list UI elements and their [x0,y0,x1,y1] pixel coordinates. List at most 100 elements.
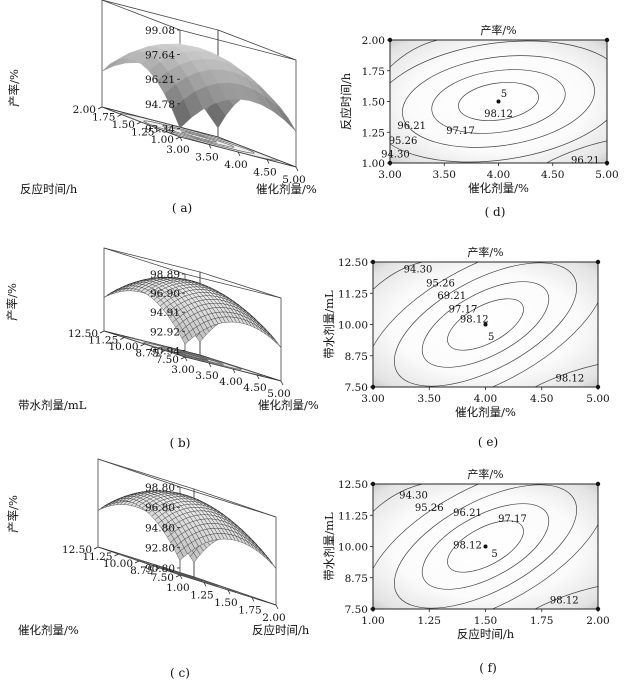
corner-design-point [595,259,601,265]
surface-mesh [101,43,297,132]
x-axis-label: 催化剂量/% [258,398,319,412]
x-tick-label: 1.75 [238,605,261,617]
panel-caption: ( f) [479,661,497,675]
y-tick-label: 8.75 [345,351,368,363]
x-tick-label: 3.00 [361,393,384,405]
y-tick-label: 8.75 [135,348,158,360]
x-tick-label: 5.00 [586,393,609,405]
y-tick-mark [136,121,142,125]
contour-label: 5 [488,332,494,343]
z-tick-label: 94.80 [145,522,175,534]
x-tick-label: 4.50 [253,167,276,179]
surface-chart-a: 99.0897.6496.2194.7893.343.003.504.004.5… [7,0,317,215]
x-tick-label: 4.00 [487,169,510,181]
z-tick-label: 99.08 [145,25,175,37]
y-tick-mark [140,343,145,347]
contour-line [373,262,598,387]
y-tick-label: 11.25 [338,288,368,300]
contour-label: 97.17 [498,514,527,525]
y-tick-label: 12.50 [338,479,368,491]
plot-title: 产率/% [467,467,503,481]
x-tick-label: 3.50 [195,152,218,164]
y-axis-label: 反应时间/h [339,72,353,130]
y-tick-label: 1.25 [131,127,154,139]
floor-contour [180,131,218,143]
surface-chart-b: 98.89 96.90 94.91 92.92 90.94 3.00 3.50 4.00 4.5… [5,247,319,450]
contour-label: 98.12 [550,595,579,606]
x-tick-label: 1.25 [418,615,441,627]
x-tick-label: 3.00 [378,169,401,181]
y-tick-label: 10.00 [103,558,133,570]
y-tick-mark [93,546,99,550]
y-tick-label: 1.50 [112,119,135,131]
y-tick-label: 8.75 [345,573,368,585]
plot-title: 产率/% [480,23,516,37]
z-tick-label: 96.80 [145,502,175,514]
floor-contour [161,347,224,365]
y-tick-mark [180,356,186,360]
x-tick-label: 5.00 [595,169,618,181]
x-tick-label: 4.50 [243,382,266,394]
floor-contour [176,351,209,361]
y-tick-label: 1.00 [151,134,174,146]
x-tick-label: 2.00 [262,612,285,624]
y-tick-label: 11.25 [88,335,118,347]
surface-chart-c: 98.80 96.80 94.80 92.80 90.80 1.001.251.501.7… [6,458,310,680]
x-tick-label: 4.00 [474,393,497,405]
x-tick-label: 3.50 [433,169,456,181]
panel-caption: ( c) [170,666,190,680]
y-tick-label: 12.50 [62,544,92,556]
plot-title: 产率/% [467,245,503,259]
top-edge [101,0,181,31]
x-axis-label: 反应时间/h [252,623,310,637]
contour-label: 96.21 [571,156,600,167]
z-tick-label: 90.80 [145,563,175,575]
contour-label: 94.30 [381,149,410,160]
x-tick-mark [266,159,270,164]
y-tick-mark [120,337,125,340]
contour-label: 5 [491,549,497,560]
contour-line [534,364,598,387]
contour-line [393,262,578,387]
z-tick-label: 94.91 [150,307,180,319]
x-tick-label: 3.50 [418,393,441,405]
z-axis-label: 产率/% [7,69,21,107]
center-design-point [483,322,488,327]
contour-label: 94.30 [399,490,428,501]
y-tick-mark [97,106,103,110]
top-edge [103,247,186,275]
contour-label: 96.21 [453,508,482,519]
panel-caption: ( e) [478,435,498,449]
panel-caption: ( a) [172,201,192,215]
x-tick-label: 1.25 [190,590,213,602]
y-tick-mark [134,560,140,564]
y-tick-mark [156,129,161,132]
surface-mesh [103,277,282,348]
contour-line [421,503,550,590]
center-design-point [496,99,501,104]
contour-line [373,484,423,512]
y-tick-label: 1.75 [92,112,115,124]
z-tick-label: 96.90 [150,288,180,300]
x-tick-mark [251,597,255,602]
contour-line [431,69,566,134]
panel-caption: ( b) [170,436,191,450]
contour-label: 94.30 [404,265,433,276]
y-tick-label: 12.50 [338,257,368,269]
contour-label: 69.21 [437,291,466,302]
x-tick-label: 3.00 [171,364,194,376]
x-axis-label: 催化剂量/% [455,405,516,419]
y-tick-label: 12.50 [68,328,98,340]
x-tick-label: 4.50 [530,393,553,405]
contour-line [390,40,438,68]
x-axis-label: 反应时间/h [457,627,515,641]
surface-cell [274,339,282,348]
z-tick-label: 97.64 [145,50,175,62]
y-tick-mark [175,574,181,578]
contour-line [546,140,607,163]
contour-label: 98.12 [460,315,489,326]
z-axis-label: 产率/% [6,495,20,533]
y-tick-label: 7.50 [151,572,174,584]
contour-lines [373,484,598,609]
contour-line [402,55,595,148]
